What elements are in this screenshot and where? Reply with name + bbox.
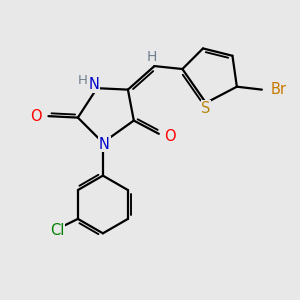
Text: H: H	[78, 74, 88, 87]
Text: O: O	[164, 129, 176, 144]
Text: O: O	[30, 109, 42, 124]
Text: Br: Br	[270, 82, 286, 97]
Text: N: N	[88, 77, 100, 92]
Text: Cl: Cl	[50, 223, 64, 238]
Text: S: S	[201, 101, 211, 116]
Text: N: N	[99, 136, 110, 152]
Text: H: H	[147, 50, 157, 64]
